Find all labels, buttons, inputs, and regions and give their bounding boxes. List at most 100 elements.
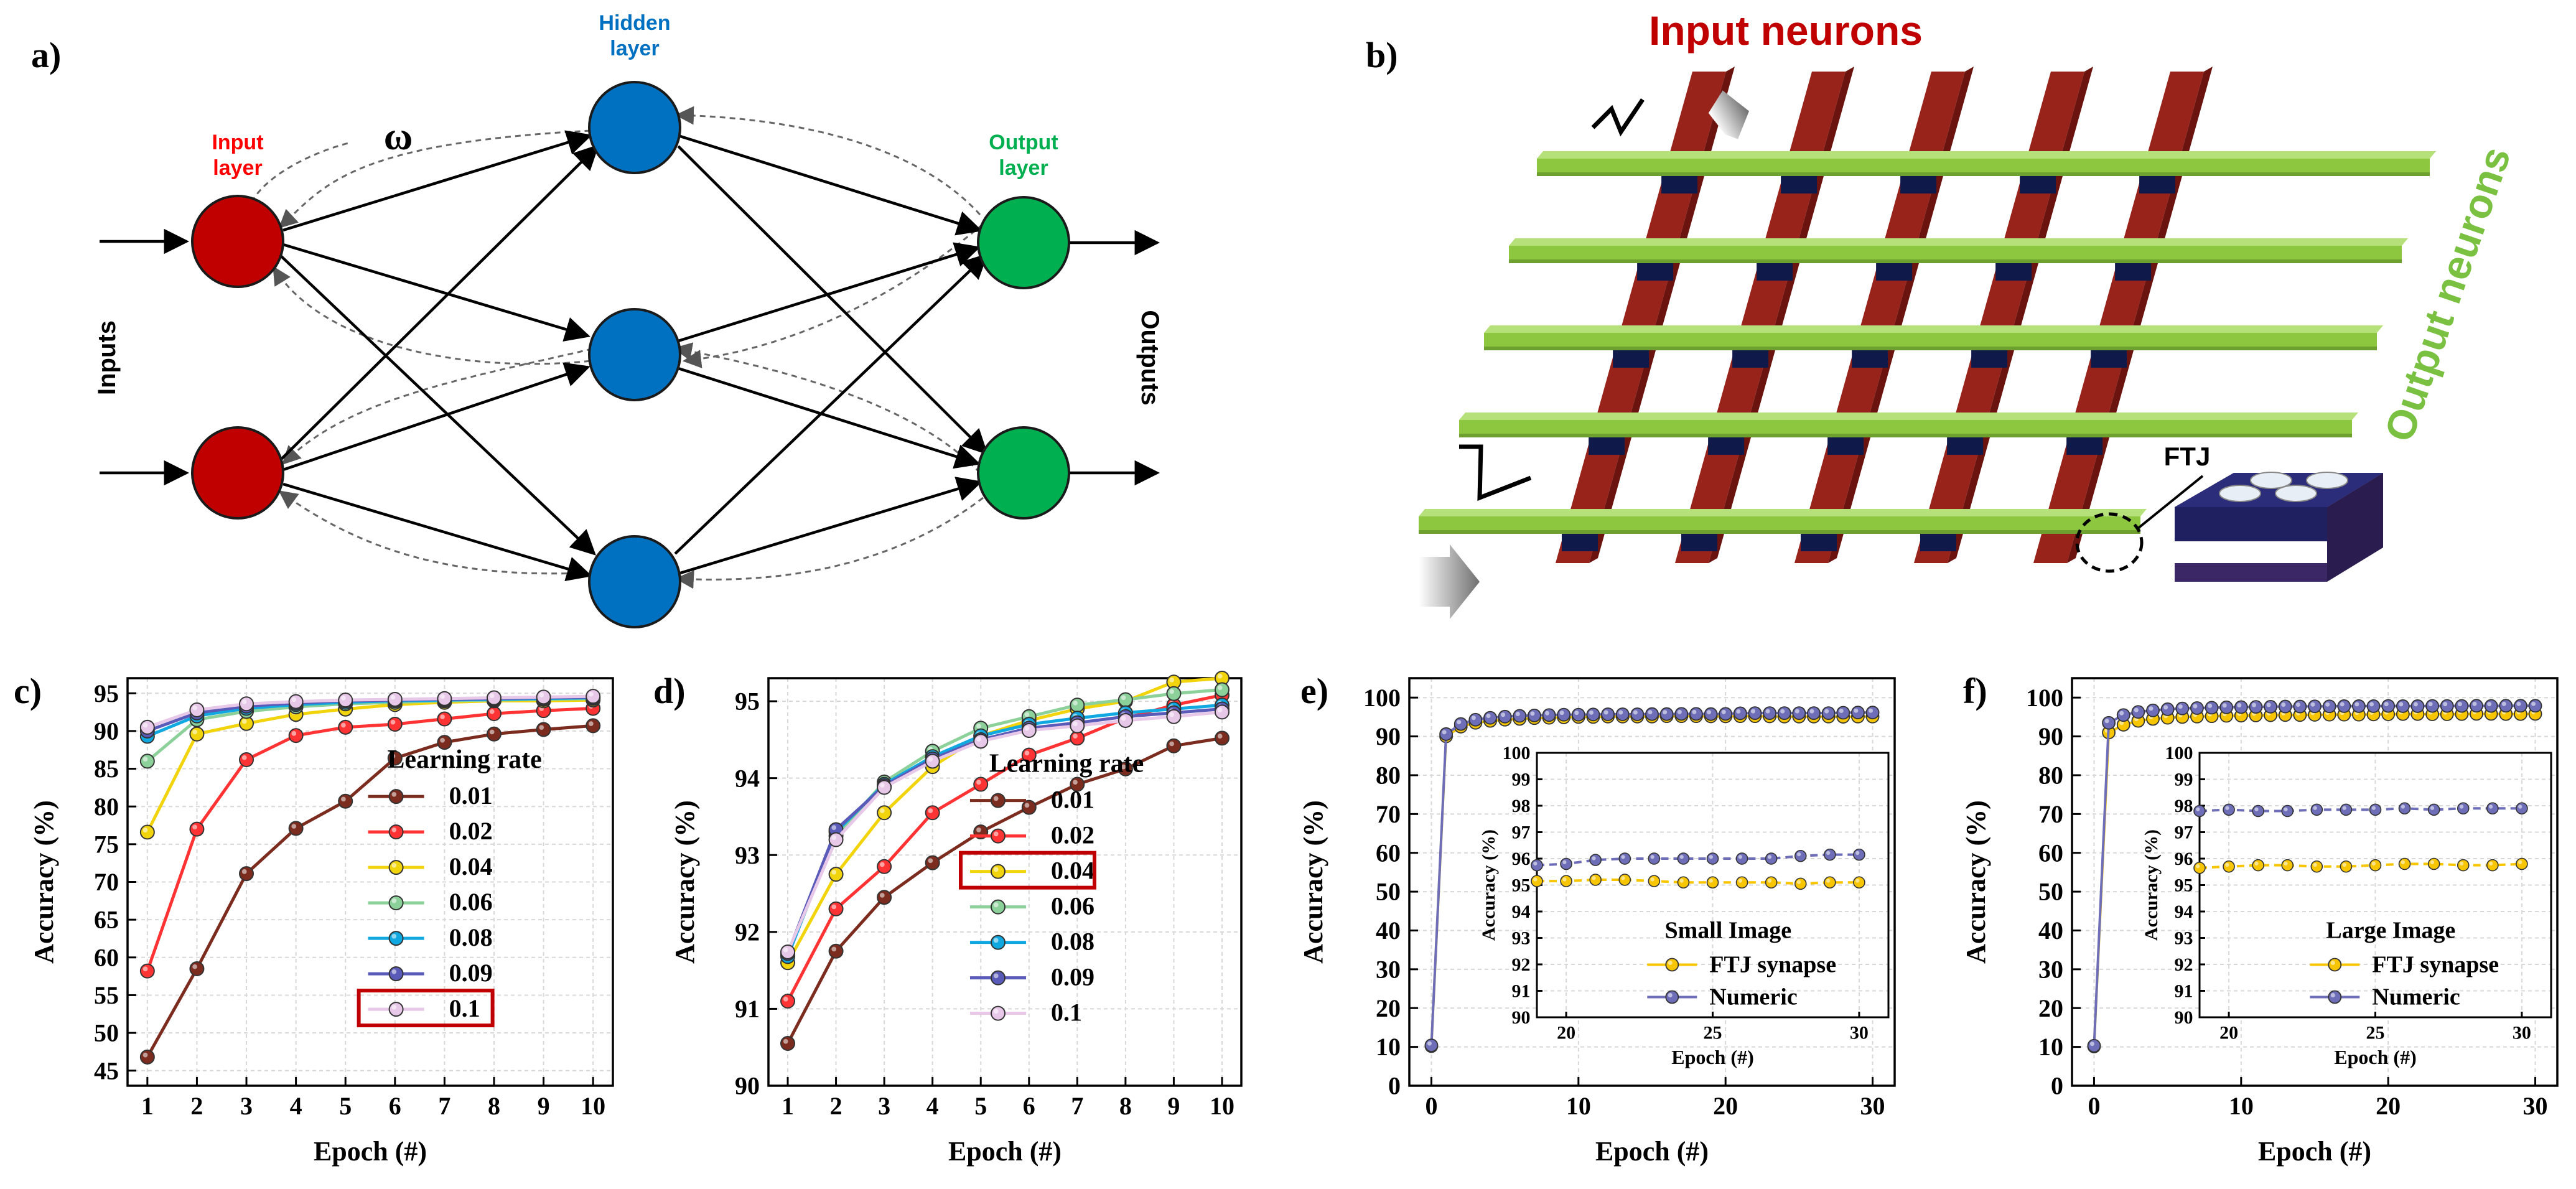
data-point	[1166, 686, 1182, 701]
inset-data-point-shine	[2459, 861, 2464, 866]
inset-data-point-shine	[1855, 879, 1860, 883]
ftj-junction	[2066, 436, 2103, 455]
y-tick-label: 91	[2175, 981, 2193, 1002]
inset-data-point-shine	[2254, 807, 2259, 811]
y-tick-label: 10	[1376, 1033, 1401, 1061]
inset-data-point-shine	[1767, 855, 1772, 859]
chart-c: c) 1 2 3 4 5 6 7 8 9 104550556065707580859095Epoc…	[14, 671, 614, 1167]
x-tick-label: 2	[830, 1092, 842, 1120]
data-point-shine	[2089, 1042, 2094, 1047]
feedback-link	[273, 266, 592, 365]
inset-data-point-shine	[1738, 879, 1743, 883]
data-point	[2160, 702, 2175, 716]
data-point	[1659, 707, 1674, 721]
y-axis-label: Accuracy (%)	[1298, 800, 1328, 964]
legend-label: Numeric	[2372, 984, 2460, 1010]
x-tick-label: 25	[2366, 1023, 2385, 1043]
hidden-node	[588, 81, 681, 174]
y-tick-label: 95	[735, 688, 760, 716]
x-tick-label: 3	[240, 1092, 253, 1120]
output-neuron-bar-edge	[1537, 172, 2430, 176]
y-tick-label: 96	[2175, 849, 2193, 869]
data-point-shine	[2310, 702, 2315, 707]
data-point-shine	[2443, 702, 2448, 707]
data-point-shine	[1559, 711, 1564, 716]
panel-label-a: a)	[31, 35, 61, 75]
inset-data-point-shine	[1767, 879, 1772, 883]
x-tick-label: 20	[2376, 1092, 2401, 1120]
data-point	[1542, 708, 1556, 722]
data-point-shine	[783, 947, 788, 953]
data-point	[2146, 703, 2160, 717]
series-line	[786, 676, 1223, 964]
panel-label-f: f)	[1963, 671, 1987, 711]
data-point-shine	[1471, 716, 1476, 720]
data-point-shine	[879, 862, 885, 867]
legend-marker	[1665, 958, 1679, 972]
inset-data-point	[1853, 848, 1865, 861]
highlight-box	[959, 851, 1096, 890]
y-tick-label: 100	[1363, 684, 1401, 712]
data-point-shine	[241, 719, 247, 724]
data-point-shine	[1217, 734, 1223, 739]
data-point-shine	[241, 699, 247, 704]
data-point	[1748, 706, 1762, 720]
data-point	[2249, 700, 2263, 714]
panel-label-c: c)	[14, 671, 42, 711]
data-point-shine	[2428, 702, 2433, 707]
gray-arrow-icon	[1419, 544, 1480, 619]
ftj-junction	[2091, 349, 2127, 368]
ftj-label: FTJ	[2164, 442, 2211, 471]
inset-data-point	[2193, 804, 2206, 818]
ftj-junction	[1708, 436, 1745, 455]
data-point-shine	[1169, 678, 1174, 683]
ftj-junction	[1589, 436, 1625, 455]
data-point-shine	[2340, 702, 2345, 707]
ftj-junction	[1947, 436, 1984, 455]
inset-data-point-shine	[2459, 804, 2464, 809]
legend-label: 0.04	[1051, 857, 1094, 885]
data-point	[828, 901, 844, 916]
inset-data-point	[2486, 802, 2499, 815]
data-point	[1214, 730, 1230, 746]
data-point-shine	[1442, 730, 1447, 735]
inset-data-point-shine	[1592, 876, 1596, 880]
legend-marker-shine	[391, 862, 397, 868]
inset-data-point	[1560, 875, 1572, 887]
inset-data-point-shine	[2430, 806, 2435, 810]
data-point	[1733, 706, 1747, 720]
data-point-shine	[2134, 707, 2139, 712]
y-tick-label: 90	[2038, 722, 2063, 750]
data-point	[1719, 707, 1733, 721]
data-point	[780, 1036, 796, 1051]
legend-marker	[388, 931, 404, 946]
data-point-shine	[142, 828, 148, 832]
inset-data-point-shine	[2401, 804, 2406, 809]
data-point-shine	[192, 729, 197, 735]
y-tick-label: 90	[2175, 1007, 2193, 1028]
pulse-icon	[1459, 444, 1532, 501]
y-tick-label: 60	[2038, 839, 2063, 867]
y-tick-label: 0	[2051, 1072, 2063, 1100]
inset-data-point-shine	[2284, 807, 2288, 811]
feedback-link	[673, 342, 981, 474]
y-tick-label: 91	[735, 995, 760, 1023]
x-tick-label: 6	[1023, 1092, 1035, 1120]
inset-data-point	[2252, 804, 2264, 818]
ftj-junction	[1661, 175, 1698, 194]
x-tick-label: 7	[1071, 1092, 1083, 1120]
data-point	[2499, 699, 2513, 713]
data-point-shine	[1457, 720, 1462, 725]
data-point	[2322, 699, 2336, 714]
y-tick-label: 100	[1503, 743, 1531, 763]
inset-data-point-shine	[1855, 851, 1860, 856]
legend-label: FTJ synapse	[1709, 952, 1836, 978]
data-point	[1118, 692, 1133, 707]
ftj-layer	[2175, 541, 2327, 563]
ftj-layer	[2175, 507, 2327, 541]
y-tick-label: 40	[1376, 916, 1401, 944]
data-point-shine	[241, 869, 247, 874]
data-point-shine	[2119, 711, 2124, 716]
data-point	[139, 824, 155, 840]
data-point-shine	[2119, 720, 2124, 725]
